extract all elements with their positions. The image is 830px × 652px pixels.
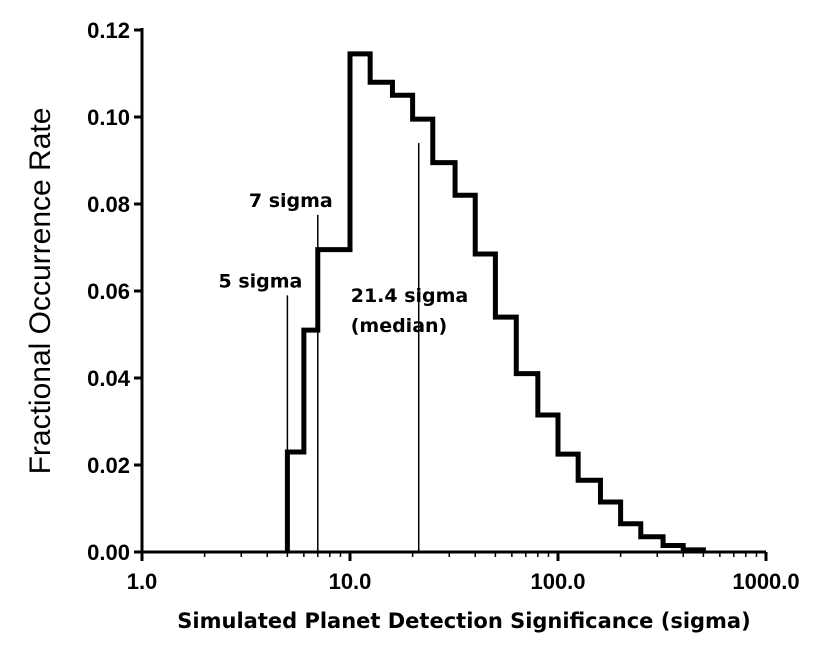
histogram-bin	[475, 254, 495, 552]
reference-line-label: 5 sigma	[218, 270, 302, 292]
y-tick-label: 0.00	[87, 540, 130, 565]
x-tick-label: 1.0	[127, 569, 158, 594]
histogram-bin	[495, 317, 516, 552]
histogram-outline	[284, 51, 706, 553]
reference-line-label: (median)	[351, 315, 448, 337]
y-axis-ticks: 0.00 0.02 0.04 0.06 0.08 0.10 0.12	[87, 18, 142, 565]
y-tick-label: 0.02	[87, 453, 130, 478]
reference-line-label: 21.4 sigma	[351, 285, 469, 307]
x-axis-title: Simulated Planet Detection Significance …	[177, 609, 750, 633]
histogram-bin	[455, 195, 475, 552]
y-tick-label: 0.04	[87, 366, 131, 391]
histogram-bin	[578, 480, 600, 552]
histogram-bin	[538, 415, 558, 552]
x-tick-label: 10.0	[329, 569, 372, 594]
y-axis-title: Fractional Occurrence Rate	[24, 108, 57, 475]
histogram-bin	[558, 454, 578, 552]
x-tick-label: 100.0	[530, 569, 585, 594]
histogram-bin	[600, 502, 620, 552]
x-tick-label: 1000.0	[732, 569, 799, 594]
y-tick-label: 0.08	[87, 192, 130, 217]
y-tick-label: 0.06	[87, 279, 130, 304]
histogram-bin	[516, 374, 538, 552]
histogram-bin	[621, 524, 641, 552]
histogram-bin	[433, 163, 455, 552]
x-axis-ticks: 1.0 10.0 100.0 1000.0	[127, 552, 800, 594]
reference-lines: 5 sigma 7 sigma 21.4 sigma (median)	[218, 143, 468, 552]
y-tick-label: 0.10	[87, 105, 130, 130]
y-tick-label: 0.12	[87, 18, 130, 43]
reference-line-label: 7 sigma	[249, 190, 333, 212]
histogram-bin	[332, 250, 350, 552]
